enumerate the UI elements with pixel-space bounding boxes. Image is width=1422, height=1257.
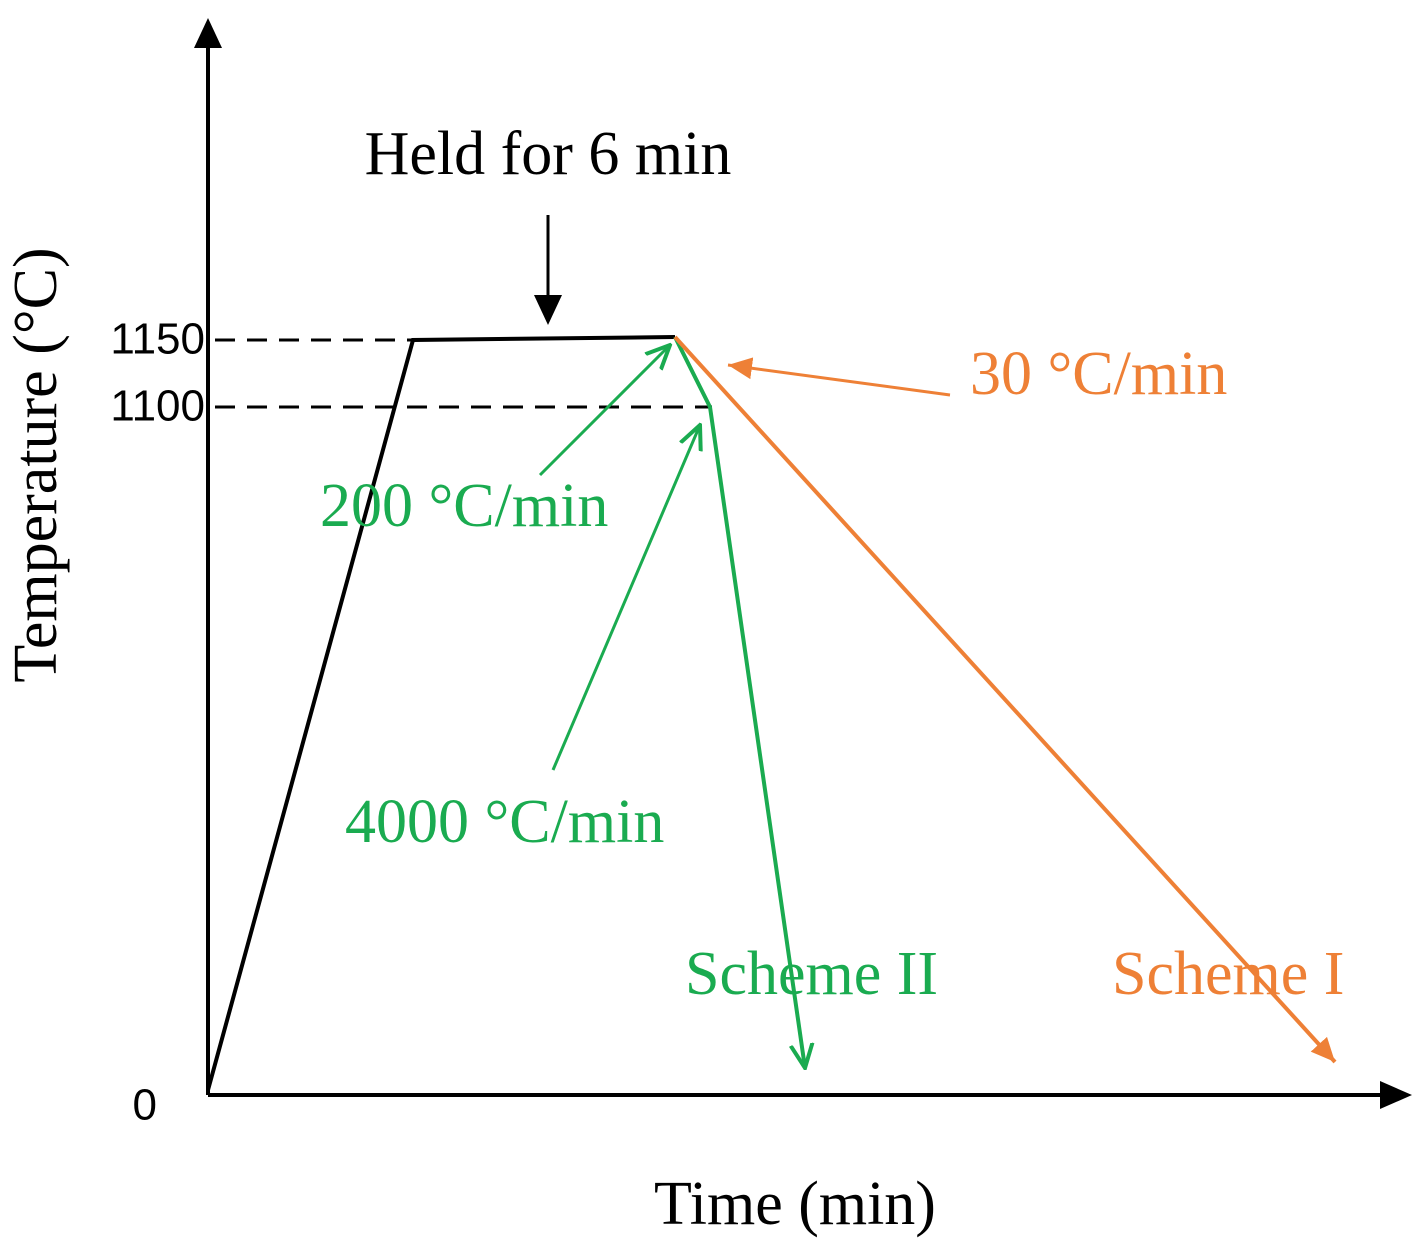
y-tick-label: 1100 <box>110 382 205 431</box>
rate-1-arrow <box>727 357 951 397</box>
rate-label: 4000 °C/min <box>345 788 664 856</box>
hold-label: Held for 6 min <box>365 120 732 188</box>
y-tick-label: 1150 <box>110 315 205 364</box>
rate-label: 30 °C/min <box>970 340 1227 408</box>
y-tick-label: 0 <box>133 1081 157 1130</box>
rate-heat-arrow <box>538 345 670 477</box>
scheme-label: Scheme II <box>685 940 938 1008</box>
rate-label: 200 °C/min <box>320 472 608 540</box>
y-axis-label: Temperature (°C) <box>2 247 70 682</box>
scheme-2-path <box>673 336 805 1068</box>
hold-arrowhead <box>534 295 562 325</box>
rate-2-arrow <box>551 425 700 771</box>
x-axis-label: Time (min) <box>654 1170 936 1238</box>
axes <box>194 18 1412 1109</box>
scheme-1-path <box>673 335 1337 1064</box>
guides <box>215 338 712 409</box>
heating-path <box>206 335 676 1091</box>
scheme-label: Scheme I <box>1112 940 1344 1008</box>
